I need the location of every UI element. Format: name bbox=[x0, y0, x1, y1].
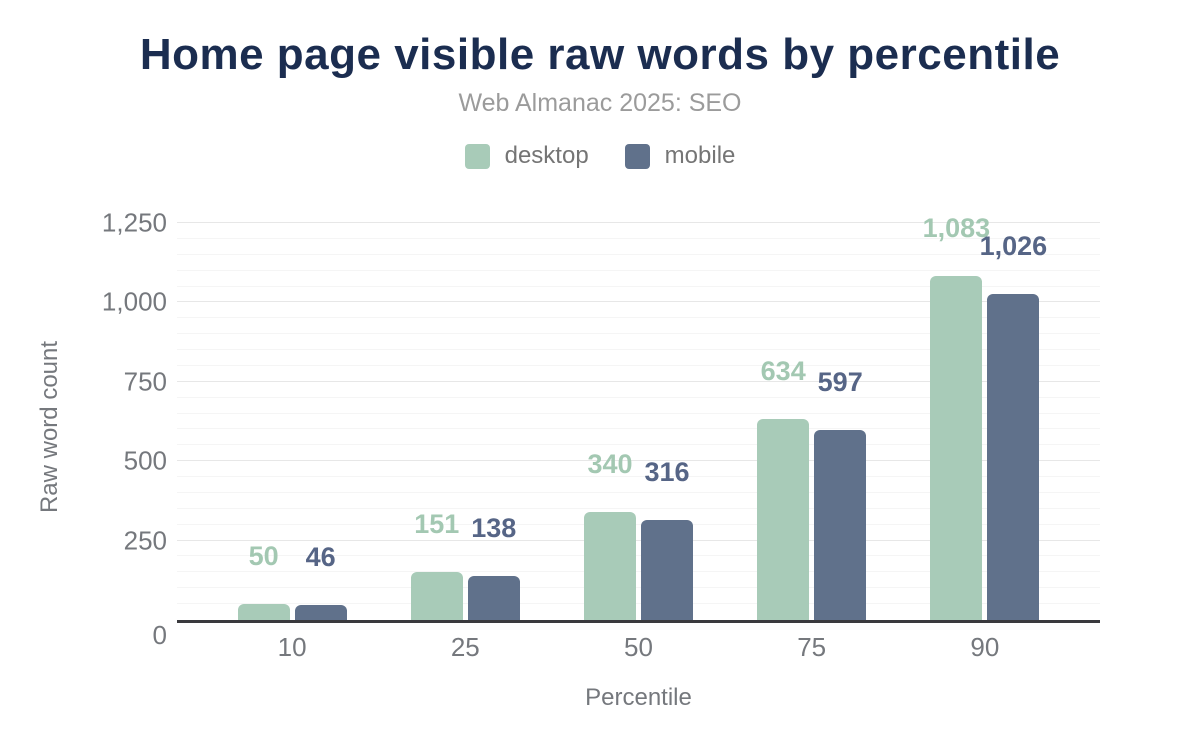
mobile-bar-p90[interactable] bbox=[987, 294, 1040, 620]
gridline-minor bbox=[177, 555, 1100, 557]
gridline-major bbox=[177, 301, 1100, 303]
mobile-bar-p50[interactable] bbox=[641, 519, 693, 620]
desktop-value-label: 1,083 bbox=[922, 213, 991, 244]
bar-wrap: 138 bbox=[467, 515, 520, 620]
mobile-value-label: 1,026 bbox=[979, 231, 1048, 262]
gridline-minor bbox=[177, 285, 1100, 287]
bar-wrap: 46 bbox=[294, 544, 347, 620]
gridline-minor bbox=[177, 333, 1100, 335]
gridline-major bbox=[177, 222, 1100, 223]
mobile-bar-p10[interactable] bbox=[294, 605, 347, 620]
gridline-minor bbox=[177, 491, 1100, 493]
gridline-minor bbox=[177, 237, 1100, 239]
bar-group-p90: 1,083 1,026 bbox=[923, 215, 1047, 620]
gridline-minor bbox=[177, 428, 1100, 430]
desktop-value-label: 340 bbox=[587, 449, 633, 480]
chart-title: Home page visible raw words by percentil… bbox=[139, 30, 1061, 79]
bar-wrap: 340 bbox=[584, 451, 636, 620]
desktop-bar-p25[interactable] bbox=[410, 572, 463, 620]
y-tick-label: 500 bbox=[123, 445, 167, 476]
y-tick-label: 1,000 bbox=[101, 286, 167, 317]
mobile-value-label: 138 bbox=[471, 513, 517, 544]
bar-group-p10: 50 46 bbox=[237, 223, 347, 620]
gridline-minor bbox=[177, 571, 1100, 573]
desktop-bar-p90[interactable] bbox=[930, 276, 983, 620]
legend: desktop mobile bbox=[0, 142, 1200, 170]
bar-wrap: 50 bbox=[237, 543, 290, 620]
bar-wrap: 634 bbox=[757, 357, 810, 620]
plot-area: 0 250 500 750 1,000 1,250 50 46 10 151 138 25 340 316… bbox=[102, 208, 1100, 662]
legend-label: mobile bbox=[664, 142, 736, 169]
bar-wrap: 1,026 bbox=[980, 233, 1047, 620]
x-tick-label: 50 bbox=[624, 632, 653, 662]
desktop-bar-p10[interactable] bbox=[237, 604, 290, 620]
gridline-minor bbox=[177, 603, 1100, 605]
gridline-minor bbox=[177, 412, 1100, 414]
mobile-bar-p25[interactable] bbox=[467, 576, 520, 620]
desktop-bar-p50[interactable] bbox=[584, 512, 636, 620]
gridline-minor bbox=[177, 364, 1100, 366]
gridline-minor bbox=[177, 444, 1100, 446]
gridline-minor bbox=[177, 523, 1100, 525]
bar-group-p75: 634 597 bbox=[757, 223, 867, 620]
mobile-value-label: 316 bbox=[644, 456, 690, 487]
mobile-swatch-icon bbox=[624, 143, 650, 169]
gridline-minor bbox=[177, 507, 1100, 509]
desktop-swatch-icon bbox=[464, 143, 490, 169]
bar-wrap: 597 bbox=[814, 369, 867, 620]
x-tick-label: 75 bbox=[797, 632, 827, 662]
bar-wrap: 316 bbox=[641, 458, 693, 620]
bar-group-p50: 340 316 bbox=[584, 223, 693, 620]
bar-group-p25: 151 138 bbox=[410, 223, 520, 620]
bar-wrap: 151 bbox=[410, 511, 463, 620]
gridline-major bbox=[177, 380, 1100, 382]
bar-wrap: 1,083 bbox=[923, 215, 990, 620]
desktop-value-label: 151 bbox=[414, 509, 460, 540]
mobile-value-label: 46 bbox=[305, 542, 336, 573]
legend-item-desktop[interactable]: desktop bbox=[464, 142, 589, 170]
x-tick-label: 10 bbox=[277, 632, 307, 662]
y-tick-label: 750 bbox=[123, 366, 167, 397]
x-tick-label: 25 bbox=[450, 632, 480, 662]
mobile-bar-p75[interactable] bbox=[814, 430, 867, 620]
gridline-minor bbox=[177, 396, 1100, 398]
chart-subtitle: Web Almanac 2025: SEO bbox=[458, 89, 742, 117]
y-axis-title: Raw word count bbox=[36, 340, 63, 514]
x-axis-line bbox=[177, 620, 1100, 623]
legend-label: desktop bbox=[504, 142, 589, 169]
x-axis-title: Percentile bbox=[585, 684, 692, 711]
gridline-minor bbox=[177, 476, 1100, 478]
gridline-minor bbox=[177, 317, 1100, 319]
gridline-minor bbox=[177, 253, 1100, 255]
desktop-bar-p75[interactable] bbox=[757, 418, 810, 620]
y-tick-label: 250 bbox=[123, 525, 167, 556]
gridline-minor bbox=[177, 269, 1100, 271]
desktop-value-label: 634 bbox=[760, 355, 806, 386]
gridline-major bbox=[177, 460, 1100, 462]
gridline-minor bbox=[177, 587, 1100, 589]
desktop-value-label: 50 bbox=[248, 541, 279, 572]
mobile-value-label: 597 bbox=[817, 367, 863, 398]
y-tick-label: 1,250 bbox=[101, 207, 167, 238]
gridline-minor bbox=[177, 349, 1100, 351]
legend-item-mobile[interactable]: mobile bbox=[624, 142, 736, 170]
x-tick-label: 90 bbox=[970, 632, 1000, 662]
gridline-major bbox=[177, 539, 1100, 541]
